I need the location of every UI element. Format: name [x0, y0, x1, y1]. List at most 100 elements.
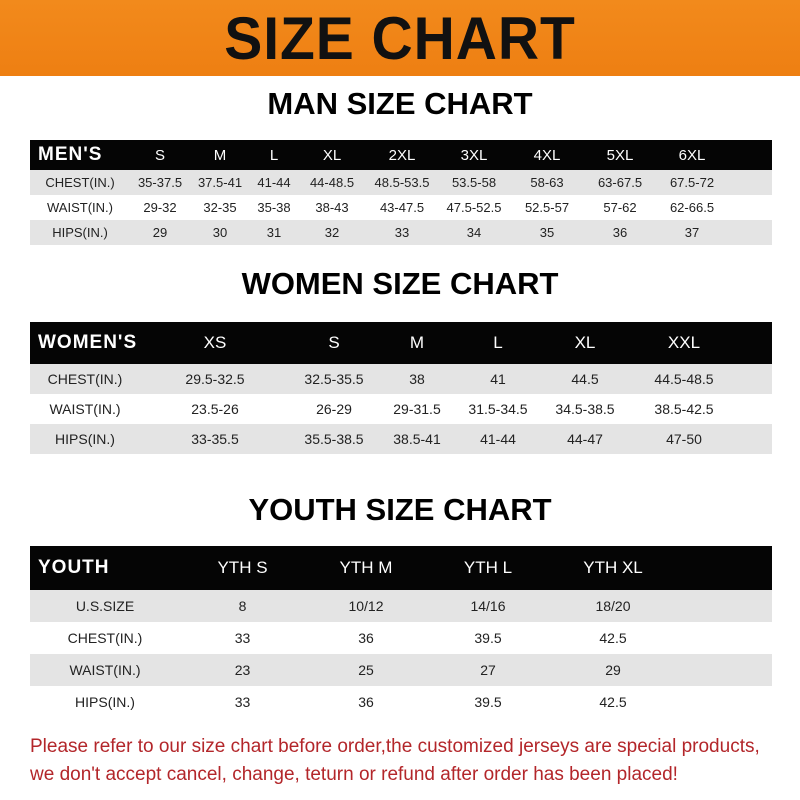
cell: 44-48.5: [309, 175, 355, 190]
cell: 33-35.5: [191, 431, 239, 447]
cell: S: [328, 333, 340, 352]
table-row: WAIST(IN.) 29-32 32-35 35-38 38-43 43-47.5 47.…: [30, 195, 772, 220]
cell: 34: [466, 225, 482, 240]
cell: 47-50: [666, 431, 702, 447]
cell: 29.5-32.5: [185, 371, 245, 387]
banner: SIZE CHART: [0, 0, 800, 76]
cell: 58-63: [530, 175, 564, 190]
table-row: HIPS(IN.) 29 30 31 32 33 34 35 36 37: [30, 220, 772, 245]
row-label: U.S.SIZE: [75, 598, 135, 614]
women-section-title: WOMEN SIZE CHART: [241, 266, 559, 301]
cell: 27: [480, 662, 496, 678]
cell: 53.5-58: [451, 175, 497, 190]
cell: 38.5-41: [393, 431, 441, 447]
cell: 52.5-57: [524, 200, 570, 215]
cell: 37: [684, 225, 700, 240]
table-row: HIPS(IN.) 33 36 39.5 42.5: [30, 686, 772, 718]
cell: XS: [203, 333, 227, 352]
row-label: MEN'S: [38, 144, 103, 165]
cell: 67.5-72: [669, 175, 715, 190]
table-row: CHEST(IN.) 35-37.5 37.5-41 41-44 44-48.5 48.5…: [30, 170, 772, 195]
cell: 41: [490, 371, 506, 387]
row-label: YOUTH: [38, 557, 110, 578]
table-row: CHEST(IN.) 29.5-32.5 32.5-35.5 38 41 44.5 44.5…: [30, 364, 772, 394]
cell: 63-67.5: [597, 175, 643, 190]
cell: 31: [266, 225, 282, 240]
cell: 38-43: [315, 200, 349, 215]
cell: 33: [234, 630, 251, 646]
cell: 37.5-41: [197, 175, 243, 190]
cell: L: [269, 146, 279, 164]
cell: 42.5: [599, 630, 627, 646]
cell: 35-37.5: [137, 175, 183, 190]
cell: 47.5-52.5: [446, 200, 502, 215]
cell: XXL: [667, 333, 701, 352]
row-label: WAIST(IN.): [69, 662, 141, 678]
cell: L: [493, 333, 503, 352]
disclaimer-line-1: Please refer to our size chart before or…: [30, 736, 760, 757]
cell: 62-66.5: [669, 200, 715, 215]
row-label: WAIST(IN.): [49, 401, 121, 417]
cell: 29-32: [143, 200, 177, 215]
disclaimer-note: Please refer to our size chart before or…: [30, 733, 800, 789]
row-label: HIPS(IN.): [55, 431, 115, 447]
table-row: WAIST(IN.) 23 25 27 29: [30, 654, 772, 686]
women-size-table: WOMEN'S XS S M L XL XXL CHEST(IN.) 29.5-32.5 32.5…: [30, 322, 772, 454]
cell: M: [213, 146, 227, 164]
table-row: WAIST(IN.) 23.5-26 26-29 29-31.5 31.5-34.5 34…: [30, 394, 772, 424]
cell: S: [154, 146, 165, 164]
cell: 35.5-38.5: [304, 431, 364, 447]
cell: 32-35: [203, 200, 237, 215]
cell: 44.5-48.5: [654, 371, 714, 387]
cell: 44.5: [571, 371, 599, 387]
cell: 39.5: [474, 630, 502, 646]
row-label: CHEST(IN.): [67, 630, 143, 646]
cell: 39.5: [474, 694, 502, 710]
row-label: WOMEN'S: [38, 332, 138, 353]
disclaimer-line-2: we don't accept cancel, change, teturn o…: [30, 764, 678, 785]
cell: 36: [358, 694, 374, 710]
men-size-table: MEN'S S M L XL 2XL 3XL 4XL 5XL 6XL CHEST(IN.) 35-37…: [30, 140, 772, 245]
cell: YTH L: [463, 558, 513, 577]
cell: 18/20: [595, 598, 631, 614]
cell: 4XL: [533, 146, 561, 164]
cell: 33: [234, 694, 251, 710]
banner-title: SIZE CHART: [224, 4, 576, 72]
cell: 43-47.5: [379, 200, 425, 215]
row-label: HIPS(IN.): [52, 225, 108, 240]
cell: 36: [612, 225, 628, 240]
cell: 32: [324, 225, 340, 240]
header-row: YOUTH YTH S YTH M YTH L YTH XL: [30, 546, 772, 590]
row-label: CHEST(IN.): [45, 175, 115, 190]
cell: 38: [409, 371, 425, 387]
cell: 3XL: [460, 146, 488, 164]
row-label: WAIST(IN.): [47, 200, 113, 215]
table-row: HIPS(IN.) 33-35.5 35.5-38.5 38.5-41 41-44 44-…: [30, 424, 772, 454]
cell: XL: [322, 146, 342, 164]
cell: YTH XL: [583, 558, 643, 577]
cell: 34.5-38.5: [555, 401, 615, 417]
cell: 36: [358, 630, 374, 646]
cell: 29: [605, 662, 621, 678]
cell: YTH S: [217, 558, 268, 577]
youth-size-table: YOUTH YTH S YTH M YTH L YTH XL U.S.SIZE 8 10/12…: [30, 546, 772, 718]
cell: M: [409, 333, 425, 352]
cell: XL: [574, 333, 596, 352]
row-label: HIPS(IN.): [75, 694, 135, 710]
cell: 8: [238, 598, 247, 614]
cell: 48.5-53.5: [374, 175, 430, 190]
cell: 33: [394, 225, 410, 240]
cell: 26-29: [316, 401, 352, 417]
cell: 30: [212, 225, 228, 240]
cell: YTH M: [339, 558, 393, 577]
cell: 25: [358, 662, 374, 678]
youth-section-title: YOUTH SIZE CHART: [248, 492, 552, 527]
header-row: WOMEN'S XS S M L XL XXL: [30, 322, 772, 364]
cell: 32.5-35.5: [304, 371, 364, 387]
table-row: CHEST(IN.) 33 36 39.5 42.5: [30, 622, 772, 654]
cell: 44-47: [567, 431, 603, 447]
cell: 2XL: [388, 146, 416, 164]
cell: 41-44: [480, 431, 516, 447]
cell: 6XL: [678, 146, 706, 164]
cell: 23.5-26: [191, 401, 239, 417]
